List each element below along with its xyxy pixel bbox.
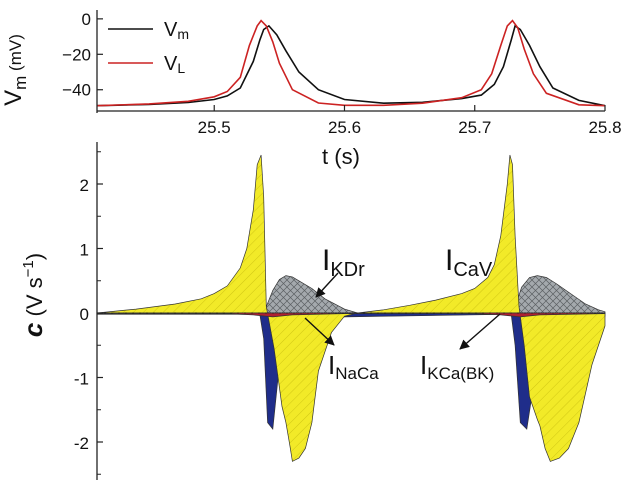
top-x-axis-title: t (s): [322, 144, 360, 169]
annotation-ikdr-arrow: [315, 272, 339, 298]
annotation-inaca-arrow: [304, 317, 335, 346]
annotation-ikdr: IKDr: [315, 244, 365, 298]
annotation-ikca: IKCa(BK): [420, 313, 501, 383]
legend-vm-label: Vm: [164, 19, 189, 42]
top-y-tick-label: −40: [62, 81, 91, 100]
top-y-tick-label: 0: [82, 10, 91, 29]
bottom-y-title-close: ): [22, 253, 47, 260]
bottom-y-tick-label: 1: [80, 241, 89, 260]
top-x-tick-label: 25.8: [588, 118, 621, 137]
top-panel: 25.5 25.6 25.7 25.8 0 −20 −40 Vm (mV) t (s) Vm…: [0, 10, 622, 169]
bottom-y-tick-label: -2: [74, 434, 89, 453]
legend-vl-label: VL: [164, 53, 185, 76]
bottom-y-title-main: c: [18, 322, 48, 337]
annotation-ikca-arrow: [459, 313, 501, 350]
top-y-title-unit: (mV): [6, 34, 25, 76]
bottom-y-tick-label: 0: [80, 305, 89, 324]
series-area-icav: [96, 154, 606, 462]
bottom-y-title-sup: −1: [20, 260, 37, 277]
annotation-inaca-label: INaCa: [328, 350, 379, 383]
top-y-title-sub: m: [11, 76, 30, 90]
bottom-panel: 2 1 0 -1 -2 c (V s−1) IKDr ICaV INaCa IKCa(B…: [18, 142, 606, 480]
bottom-axes: 2 1 0 -1 -2: [74, 142, 103, 480]
legend: Vm VL: [108, 19, 189, 76]
top-x-tick-label: 25.5: [198, 118, 231, 137]
top-axes: 25.5 25.6 25.7 25.8 0 −20 −40: [62, 10, 621, 137]
top-x-tick-label: 25.6: [328, 118, 361, 137]
series-line-vm: [96, 24, 606, 107]
annotation-ikdr-label: IKDr: [322, 244, 365, 281]
top-y-axis-title: Vm (mV): [0, 34, 30, 106]
annotation-icav: ICaV: [445, 244, 493, 281]
annotation-ikca-label: IKCa(BK): [420, 350, 494, 383]
annotation-icav-label: ICaV: [445, 244, 493, 281]
top-y-title-main: V: [0, 90, 27, 106]
bottom-y-tick-label: -1: [74, 370, 89, 389]
annotation-inaca: INaCa: [304, 317, 379, 383]
top-y-tick-label: −20: [62, 45, 91, 64]
bottom-y-tick-label: 2: [80, 176, 89, 195]
bottom-y-title-unit: (V s: [22, 277, 47, 322]
bottom-y-axis-title: c (V s−1): [18, 253, 48, 337]
top-x-tick-label: 25.7: [458, 118, 491, 137]
